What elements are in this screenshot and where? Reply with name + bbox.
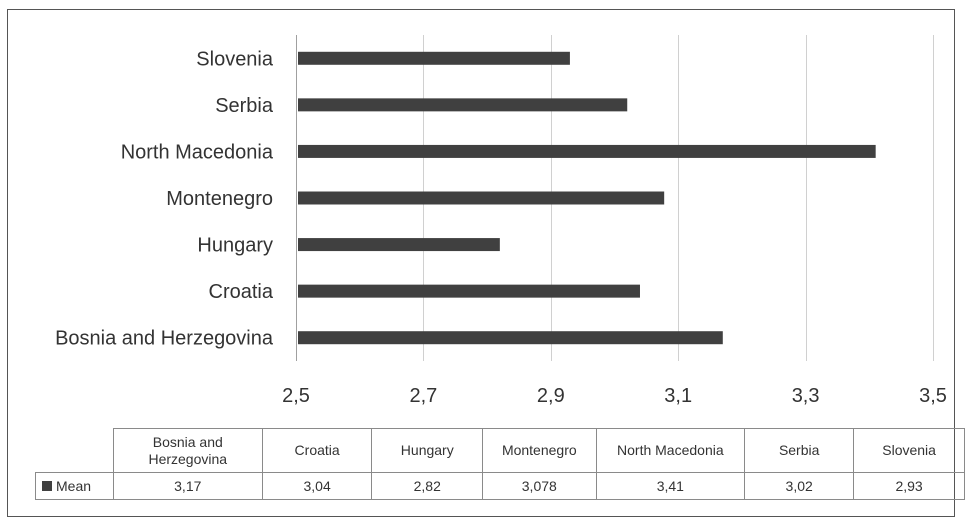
table-row: Mean 3,17 3,04 2,82 3,078 3,41 3,02 2,93 — [35, 472, 965, 500]
category-label: North Macedonia — [121, 141, 274, 163]
bar — [298, 284, 640, 298]
bar — [298, 331, 723, 345]
table-cell: 3,078 — [482, 472, 597, 500]
table-cell: 2,82 — [371, 472, 484, 500]
table-column-header: Croatia — [261, 428, 373, 473]
chart-frame — [7, 9, 955, 517]
table-cell: 3,41 — [595, 472, 746, 500]
table-column-header: Bosnia and Herzegovina — [112, 428, 263, 473]
x-tick-label: 3,3 — [792, 385, 820, 407]
table-corner-cell — [35, 428, 114, 473]
table-row-header: Mean — [35, 472, 114, 500]
table-column-header: Serbia — [744, 428, 855, 473]
category-label: Bosnia and Herzegovina — [55, 328, 274, 350]
x-tick-label: 3,5 — [919, 385, 947, 407]
table-column-header: Montenegro — [482, 428, 597, 473]
table-column-header: Slovenia — [853, 428, 965, 473]
bar — [298, 238, 500, 252]
legend-key — [42, 481, 52, 492]
bar — [298, 144, 876, 158]
x-tick-label: 2,5 — [282, 385, 310, 407]
data-table: Bosnia and Herzegovina Croatia Hungary Mont… — [35, 428, 965, 500]
table-cell: 3,04 — [261, 472, 373, 500]
table-column-header: North Macedonia — [595, 428, 746, 473]
table-cell: 2,93 — [853, 472, 965, 500]
table-cell: 3,02 — [744, 472, 855, 500]
x-tick-label: 2,7 — [409, 385, 437, 407]
bar — [298, 191, 665, 205]
x-tick-label: 2,9 — [537, 385, 565, 407]
category-label: Hungary — [197, 235, 273, 257]
category-label: Montenegro — [166, 188, 273, 210]
category-label: Serbia — [215, 95, 274, 117]
x-tick-label: 3,1 — [664, 385, 692, 407]
table-column-header: Hungary — [371, 428, 484, 473]
bar — [298, 51, 570, 65]
category-label: Slovenia — [196, 48, 274, 70]
table-cell: 3,17 — [112, 472, 263, 500]
table-row-label: Mean — [56, 478, 92, 494]
bar — [298, 98, 628, 112]
category-label: Croatia — [209, 281, 274, 303]
table-header-row: Bosnia and Herzegovina Croatia Hungary Mont… — [35, 428, 965, 473]
